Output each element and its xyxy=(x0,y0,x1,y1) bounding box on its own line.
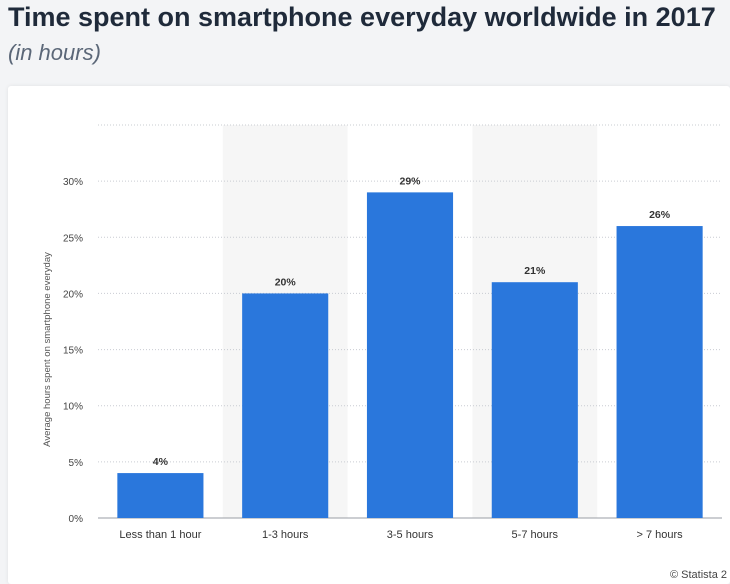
y-tick-label: 5% xyxy=(69,458,84,469)
y-tick-label: 15% xyxy=(63,346,83,357)
bar-value-label: 26% xyxy=(649,209,671,221)
x-tick-label: > 7 hours xyxy=(637,529,684,541)
bar xyxy=(491,282,578,518)
chart-subtitle: (in hours) xyxy=(8,40,101,65)
bar-chart: 0% 5% 10% 15% 20% 25% 30% Average hours spent o… xyxy=(42,124,722,541)
chart-card: 0% 5% 10% 15% 20% 25% 30% Average hours spent o… xyxy=(8,86,730,584)
y-axis-title: Average hours spent on smartphone everyd… xyxy=(42,252,53,447)
bar-value-label: 4% xyxy=(153,456,169,468)
source-credit[interactable]: © Statista 2 xyxy=(670,569,728,581)
bar-value-label: 21% xyxy=(524,265,546,277)
chart-title: Time spent on smartphone everyday worldw… xyxy=(8,2,716,32)
bar xyxy=(616,226,703,519)
bar-value-label: 20% xyxy=(275,276,297,288)
x-tick-label: 1-3 hours xyxy=(262,529,309,541)
bar xyxy=(242,293,329,518)
y-tick-label: 25% xyxy=(63,233,83,244)
y-tick-label: 20% xyxy=(63,289,83,300)
x-tick-label: Less than 1 hour xyxy=(119,529,201,541)
bar xyxy=(117,473,204,518)
y-tick-label: 30% xyxy=(63,177,83,188)
x-tick-label: 3-5 hours xyxy=(387,529,434,541)
bar xyxy=(366,192,454,518)
bar-value-label: 29% xyxy=(399,175,421,187)
y-tick-label: 10% xyxy=(63,402,83,413)
y-tick-label: 0% xyxy=(69,514,84,525)
x-tick-label: 5-7 hours xyxy=(512,529,559,541)
